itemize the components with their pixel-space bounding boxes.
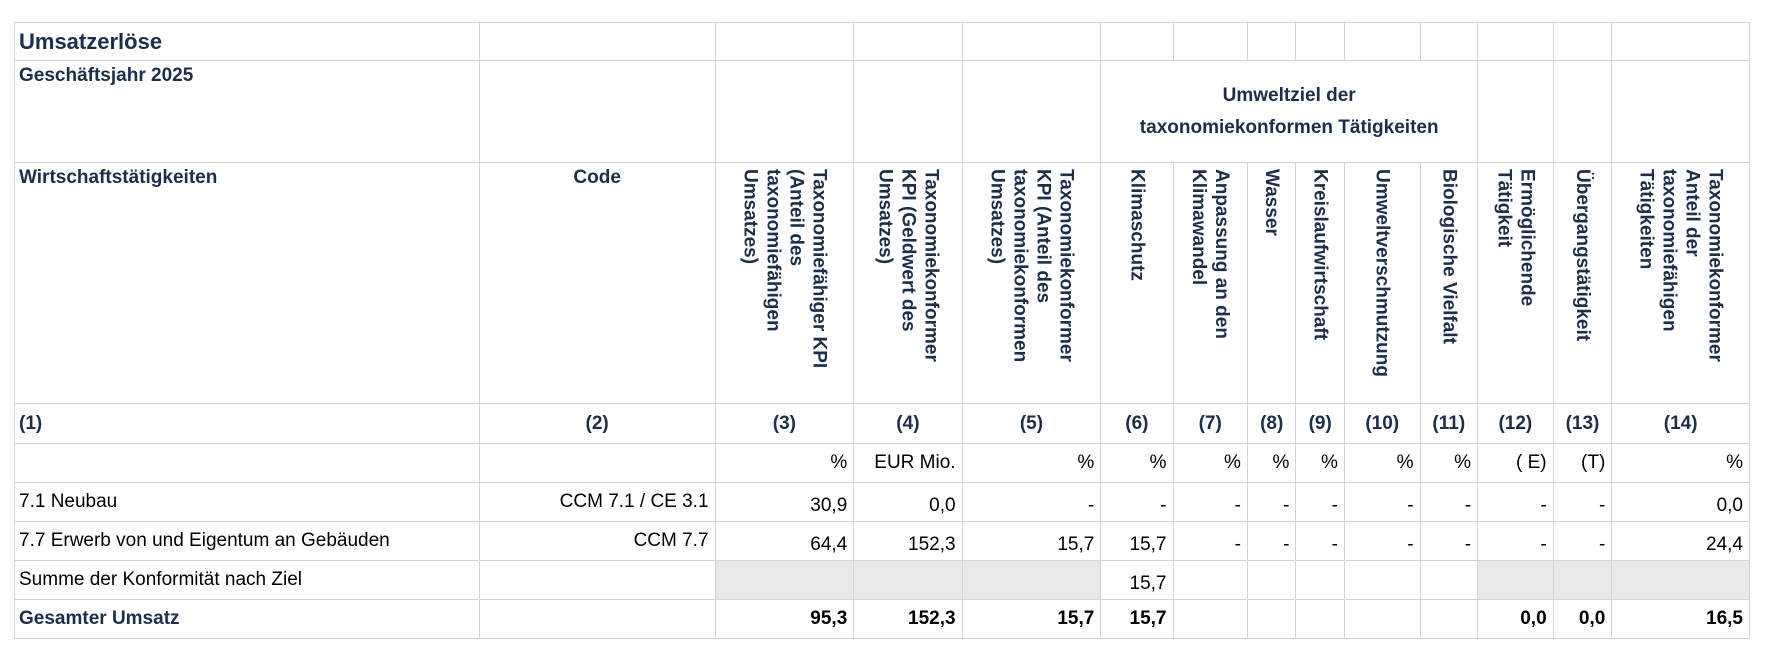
table-title: Umsatzerlöse bbox=[14, 22, 480, 61]
header-aligned-share-of-eligible: Taxonomiekonformer Anteil der taxonomief… bbox=[1635, 169, 1726, 362]
total-row: Gesamter Umsatz 95,3 152,3 15,7 15,7 0,0… bbox=[14, 599, 1750, 639]
env-goal-header: Umweltziel der taxonomiekonformen Tätigk… bbox=[1100, 60, 1479, 163]
col-header-activities: Wirtschaftstätigkeiten bbox=[14, 162, 480, 404]
header-water: Wasser bbox=[1261, 169, 1283, 236]
header-transitional-activity: Übergangstätigkeit bbox=[1571, 169, 1593, 342]
header-enabling-activity: Ermöglichende Tätigkeit bbox=[1493, 169, 1538, 307]
header-biodiversity: Biologische Vielfalt bbox=[1438, 169, 1460, 344]
taxonomy-revenue-table: Umsatzerlöse Geschäftsjahr 2025 Umweltzi… bbox=[14, 22, 1750, 639]
header-eligible-kpi-share: Taxonomiefähiger KPI (Anteil des taxonom… bbox=[739, 169, 830, 369]
header-pollution: Umweltverschmutzung bbox=[1371, 169, 1393, 377]
header-climate-adaptation: Anpassung an den Klimawandel bbox=[1188, 169, 1233, 339]
unit-row: % EUR Mio. % % % % % % % ( E) (T) % bbox=[14, 443, 1750, 483]
table-row: 7.1 Neubau CCM 7.1 / CE 3.1 30,9 0,0 - -… bbox=[14, 482, 1750, 522]
table-row: 7.7 Erwerb von und Eigentum an Gebäuden … bbox=[14, 521, 1750, 561]
header-climate-protection: Klimaschutz bbox=[1126, 169, 1148, 281]
header-circular-economy: Kreislaufwirtschaft bbox=[1309, 169, 1331, 341]
fiscal-year-label: Geschäftsjahr 2025 bbox=[14, 60, 480, 163]
column-number-row: (1) (2) (3) (4) (5) (6) (7) (8) (9) (10)… bbox=[14, 403, 1750, 444]
table-row: Summe der Konformität nach Ziel 15,7 bbox=[14, 560, 1750, 600]
col-header-code: Code bbox=[478, 162, 716, 404]
header-aligned-kpi-amount: Taxonomiekonformer KPI (Geldwert des Ums… bbox=[874, 169, 942, 362]
header-aligned-kpi-share: Taxonomiekonformer KPI (Anteil des taxon… bbox=[986, 169, 1077, 363]
